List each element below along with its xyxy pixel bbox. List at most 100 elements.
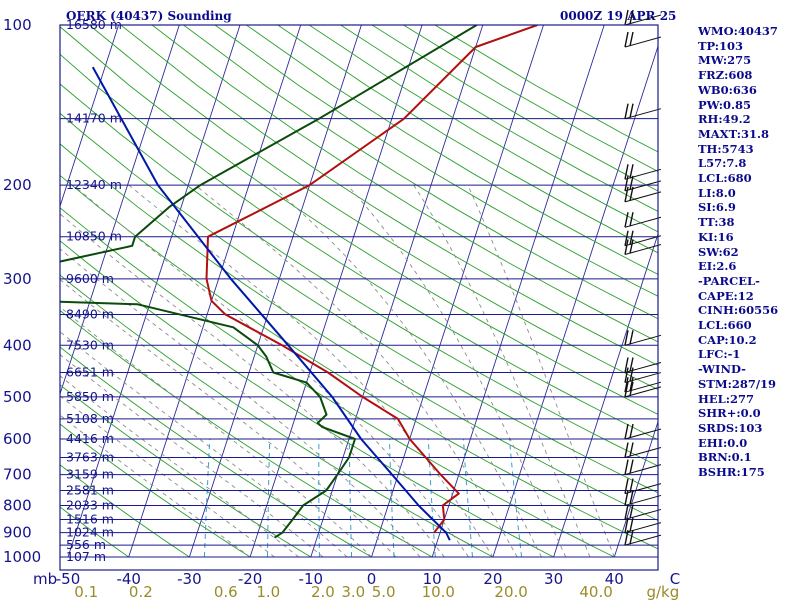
pressure-tick-label: 1000	[3, 548, 41, 566]
barb-flag	[624, 423, 629, 440]
temperature-tick-label: 10	[423, 570, 442, 588]
pressure-tick-label: 700	[3, 466, 32, 484]
stat-item: SW:62	[698, 244, 739, 259]
wind-barb	[624, 175, 662, 192]
height-label: 9600 m	[66, 271, 114, 286]
isotherm-line	[67, 25, 241, 558]
wind-barb	[624, 490, 662, 506]
temperature-curve	[205, 25, 538, 534]
wind-barb	[624, 381, 662, 398]
stat-item: CAP:10.2	[698, 332, 757, 347]
stat-item: SRDS:103	[698, 420, 763, 435]
barb-staff	[624, 216, 662, 228]
profile-curves	[60, 25, 538, 541]
pressure-tick-label: 900	[3, 524, 32, 542]
mixing-ratio-line	[267, 438, 271, 558]
mixing-ratio-line	[318, 438, 320, 558]
moist-adiabat	[60, 395, 275, 558]
mixing-ratio-line	[348, 438, 353, 558]
stat-item: KI:16	[698, 229, 734, 244]
mixing-ratio-tick-label: 0.2	[129, 583, 153, 600]
stat-item: TT:38	[698, 215, 735, 230]
barb-flag	[624, 239, 629, 255]
barb-flag	[629, 381, 634, 396]
wind-barb	[624, 9, 662, 26]
stat-item: LI:8.0	[698, 185, 736, 200]
pressure-tick-label: 500	[3, 388, 32, 406]
stat-item: -WIND-	[698, 362, 746, 377]
stat-item: BSHR:175	[698, 465, 765, 480]
plot-area	[60, 25, 658, 570]
barb-staff	[624, 522, 662, 534]
barb-flag	[624, 490, 629, 506]
stat-item: TH:5743	[698, 141, 754, 156]
barb-flag	[629, 367, 634, 382]
temperature-tick-label: 20	[483, 570, 502, 588]
barb-flag	[629, 530, 634, 545]
temperature-tick-label: -20	[238, 570, 263, 588]
barb-flag	[624, 381, 629, 397]
stat-item: BRN:0.1	[698, 450, 752, 465]
wind-barb	[624, 478, 662, 495]
height-label: 14170 m	[66, 111, 122, 126]
barb-flag	[624, 442, 629, 458]
temperature-tick-label: 0	[367, 570, 377, 588]
wind-barb	[624, 31, 662, 48]
pressure-tick-label: 800	[3, 496, 32, 514]
height-label: 1516 m	[66, 511, 114, 526]
stat-item: SI:6.9	[698, 200, 736, 215]
barb-flag	[624, 175, 629, 191]
height-label: 8490 m	[66, 306, 114, 321]
wind-barb	[624, 530, 662, 546]
stat-item: L57:7.8	[698, 156, 747, 171]
wind-barb	[624, 330, 662, 346]
barb-flag	[629, 212, 634, 227]
height-label: 16580 m	[66, 17, 122, 32]
stat-item: CINH:60556	[698, 303, 779, 318]
height-label: 6651 m	[66, 365, 114, 380]
barb-staff	[624, 36, 662, 48]
stat-item: LCL:680	[698, 171, 752, 186]
stat-item: STM:287/19	[698, 376, 777, 391]
wind-barb	[624, 212, 662, 228]
height-label: 12340 m	[66, 177, 122, 192]
stat-item: -PARCEL-	[698, 273, 760, 288]
isotherm-line	[613, 420, 658, 558]
barb-staff	[624, 534, 662, 546]
stat-item: RH:49.2	[698, 112, 751, 127]
plot-frame	[59, 24, 659, 571]
wind-barb	[624, 517, 662, 534]
barb-flag	[629, 230, 634, 245]
stat-item: TP:103	[698, 38, 744, 53]
isotherm-line	[60, 25, 180, 396]
barb-flag	[624, 367, 629, 383]
height-label: 4416 m	[66, 431, 114, 446]
barb-flag	[629, 103, 634, 118]
temperature-tick-label: 40	[605, 570, 624, 588]
barb-staff	[624, 191, 662, 203]
moist-adiabat	[270, 184, 542, 558]
wind-barb	[624, 504, 662, 520]
pressure-tick-label: 300	[3, 270, 32, 288]
wind-barb	[624, 239, 662, 255]
height-label: 2581 m	[66, 483, 114, 498]
barb-staff	[624, 372, 662, 384]
isotherm-line	[249, 25, 423, 558]
isotherm-line	[492, 44, 658, 558]
barb-staff	[624, 108, 662, 120]
barb-flag	[629, 164, 634, 179]
barb-staff	[624, 362, 662, 373]
mixing-ratio-line	[509, 438, 523, 558]
wind-barb	[624, 423, 662, 440]
moist-adiabat	[60, 213, 445, 558]
stability-indices-panel: WMO:40437 TP:103 MW:275 FRZ:608 WB0:636 PW:0.…	[698, 24, 798, 480]
parcel-curve	[91, 66, 451, 541]
wind-barb	[624, 103, 662, 120]
mixing-ratio-tick-label: 1.0	[256, 583, 280, 600]
barb-flag	[624, 530, 629, 546]
barb-staff	[624, 386, 662, 398]
barb-flag	[624, 230, 629, 246]
temperature-tick-label: C	[670, 570, 680, 588]
barb-flag	[624, 103, 629, 119]
